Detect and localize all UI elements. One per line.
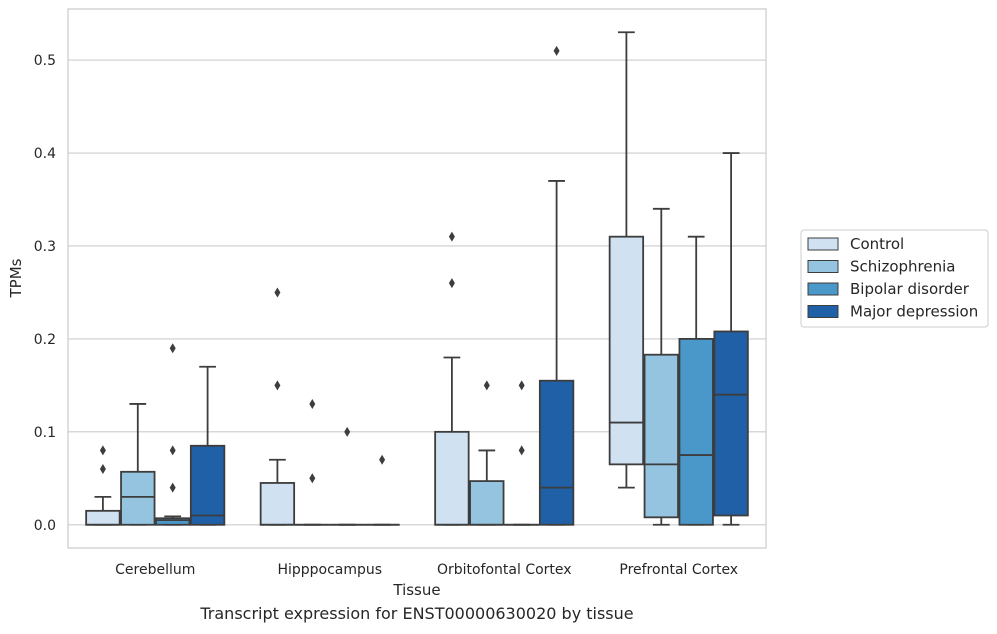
legend-swatch	[807, 260, 839, 273]
box-control	[259, 287, 296, 526]
box-iqr	[608, 235, 645, 466]
outlier-point	[483, 380, 490, 391]
figure-caption: Transcript expression for ENST0000063002…	[200, 604, 634, 623]
box-iqr	[434, 430, 470, 526]
legend-frame	[800, 229, 989, 328]
box-iqr	[469, 480, 505, 526]
x-tick-labels: Cerebellum Hipppocampus Orbitofontal Corte…	[115, 562, 738, 578]
x-tick-label: Hipppocampus	[277, 562, 382, 578]
outlier-point	[553, 45, 560, 56]
box-iqr	[85, 509, 121, 526]
y-tick-label: 0.0	[34, 518, 56, 534]
outlier-point	[518, 380, 525, 391]
box-schizophrenia	[294, 398, 330, 526]
box-iqr	[259, 482, 296, 526]
box-groups	[85, 31, 749, 526]
outlier-point	[274, 287, 281, 298]
outlier-point	[448, 231, 455, 242]
outlier-point	[274, 380, 281, 391]
plot-frame	[67, 8, 767, 549]
legend-swatch	[807, 282, 839, 296]
y-tick-label: 0.3	[34, 239, 56, 255]
box-iqr	[538, 379, 575, 526]
box-schizophrenia	[469, 380, 505, 526]
box-control	[85, 445, 121, 526]
y-tick-labels: 0.0 0.1 0.2 0.3 0.4 0.5	[34, 53, 56, 534]
x-tick-label: Prefrontal Cortex	[619, 562, 738, 578]
legend-swatch	[807, 237, 839, 251]
outlier-point	[99, 464, 106, 475]
outlier-point	[309, 473, 316, 484]
y-tick-label: 0.5	[34, 53, 56, 69]
y-tick-label: 0.4	[34, 146, 56, 162]
box-control	[434, 231, 470, 526]
y-tick-label: 0.1	[34, 425, 56, 441]
outlier-point	[169, 482, 176, 493]
box-iqr	[120, 470, 156, 526]
box-schizophrenia	[643, 207, 679, 526]
legend: Control Schizophrenia Bipolar disorder Majo…	[800, 229, 989, 328]
box-bipolar-disorder	[155, 343, 191, 526]
x-axis-label: Tissue	[392, 581, 440, 599]
x-tick-label: Cerebellum	[115, 562, 195, 578]
box-bipolar-disorder	[504, 380, 540, 526]
outlier-point	[169, 445, 176, 456]
outlier-point	[379, 454, 386, 465]
x-tick-label: Orbitofontal Cortex	[437, 562, 572, 578]
box-iqr	[678, 338, 714, 526]
box-major-depression	[364, 454, 400, 526]
legend-swatch	[807, 305, 839, 318]
grid-lines	[68, 59, 766, 526]
box-bipolar-disorder	[329, 426, 365, 526]
y-axis-label: TPMs	[7, 258, 25, 298]
box-major-depression	[538, 45, 575, 526]
outlier-point	[99, 445, 106, 456]
outlier-point	[448, 278, 455, 289]
outlier-point	[344, 426, 351, 437]
box-major-depression	[713, 152, 749, 526]
box-iqr	[643, 353, 679, 519]
y-tick-label: 0.2	[34, 332, 56, 348]
box-iqr	[189, 444, 226, 526]
outlier-point	[518, 445, 525, 456]
box-iqr	[713, 330, 749, 517]
box-iqr	[155, 517, 191, 526]
box-schizophrenia	[120, 403, 156, 526]
outlier-point	[309, 398, 316, 409]
box-bipolar-disorder	[678, 235, 714, 526]
box-control	[608, 31, 645, 489]
legend-label: Control	[850, 235, 904, 253]
legend-label: Major depression	[850, 303, 978, 321]
legend-label: Bipolar disorder	[850, 280, 970, 298]
box-major-depression	[189, 365, 226, 526]
legend-label: Schizophrenia	[850, 258, 955, 276]
outlier-point	[169, 343, 176, 354]
